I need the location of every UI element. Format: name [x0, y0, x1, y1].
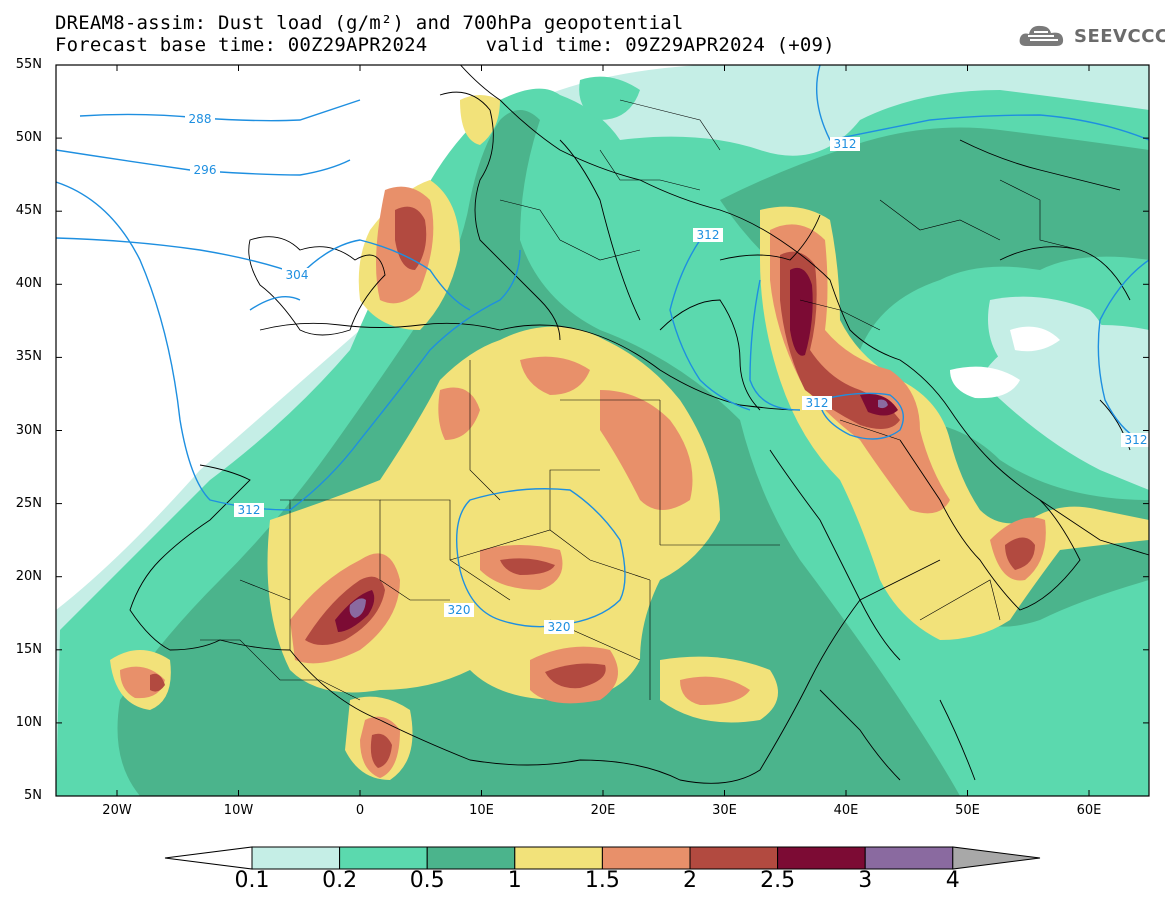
lon-label: 50E — [955, 803, 980, 818]
lat-label: 30N — [15, 422, 42, 438]
geopotential-contours — [56, 65, 1149, 628]
colorbar-label: 0.5 — [409, 868, 445, 893]
lon-label: 60E — [1076, 803, 1102, 818]
contour-label: 296 — [194, 163, 217, 177]
country-borders — [200, 99, 1081, 701]
lat-label: 40N — [15, 276, 42, 292]
colorbar-high-arrow — [952, 846, 1041, 870]
colorbar-swatch — [339, 846, 428, 870]
logo-text: SEEVCCC — [1074, 25, 1165, 47]
colorbar-label: 0.1 — [234, 868, 270, 893]
contour-labels: 288 296 304 312 312 312 312 312 320 320 — [185, 112, 1149, 634]
colorbar-label: 1 — [507, 868, 522, 893]
lat-label: 20N — [15, 568, 42, 584]
lat-label: 50N — [15, 130, 42, 146]
forecast-time-line: Forecast base time: 00Z29APR2024 valid t… — [55, 34, 835, 56]
colorbar-label: 1.5 — [584, 868, 620, 893]
axis-ticks — [56, 64, 1149, 797]
colorbar-swatch — [601, 846, 691, 870]
cloud-logo-icon — [1019, 25, 1064, 46]
contour-label: 312 — [1125, 433, 1148, 447]
contour-label: 320 — [448, 603, 471, 617]
contour-label: 312 — [834, 137, 857, 151]
lon-label: 30E — [712, 803, 737, 818]
contour-label: 312 — [697, 228, 720, 242]
seevccc-logo: SEEVCCC — [1018, 22, 1165, 50]
contour-label: 320 — [548, 620, 571, 634]
colorbar-swatch — [426, 846, 516, 870]
lat-label: 35N — [15, 349, 42, 365]
colorbar-label: 4 — [945, 868, 960, 893]
lon-label: 0 — [355, 803, 365, 818]
colorbar-label: 0.2 — [322, 868, 358, 893]
dust-field: 288 296 304 312 312 312 312 312 320 320 — [56, 65, 1149, 796]
colorbar-low-arrow — [164, 846, 253, 870]
colorbar-swatch — [777, 846, 866, 870]
contour-label: 288 — [189, 112, 212, 126]
lon-label: 20W — [102, 803, 132, 818]
dust-free-area — [950, 326, 1060, 399]
lon-label: 10E — [469, 803, 494, 818]
contour-label: 312 — [806, 396, 829, 410]
map-title: DREAM8-assim: Dust load (g/m²) and 700hP… — [55, 12, 684, 34]
lat-label: 45N — [15, 203, 42, 219]
lat-label: 55N — [15, 57, 42, 72]
lat-label: 15N — [15, 641, 42, 657]
colorbar-label: 2 — [683, 868, 697, 893]
colorbar-swatch — [251, 846, 341, 870]
colorbar-label: 2.5 — [760, 868, 796, 893]
colorbar-label: 3 — [858, 868, 873, 893]
colorbar-swatch — [689, 846, 779, 870]
lon-label: 40E — [833, 803, 859, 818]
dust-band-3 — [349, 399, 888, 618]
lat-label: 10N — [15, 714, 42, 730]
lat-label: 25N — [15, 495, 42, 511]
contour-label: 312 — [238, 503, 261, 517]
contour-label: 304 — [286, 268, 309, 282]
coastlines — [129, 65, 1149, 784]
lon-label: 20E — [590, 803, 616, 818]
colorbar-swatch — [514, 846, 603, 870]
colorbar-swatch — [864, 846, 954, 870]
lon-label: 10W — [223, 803, 254, 818]
colorbar — [164, 846, 1041, 870]
lat-label: 5N — [24, 788, 42, 803]
